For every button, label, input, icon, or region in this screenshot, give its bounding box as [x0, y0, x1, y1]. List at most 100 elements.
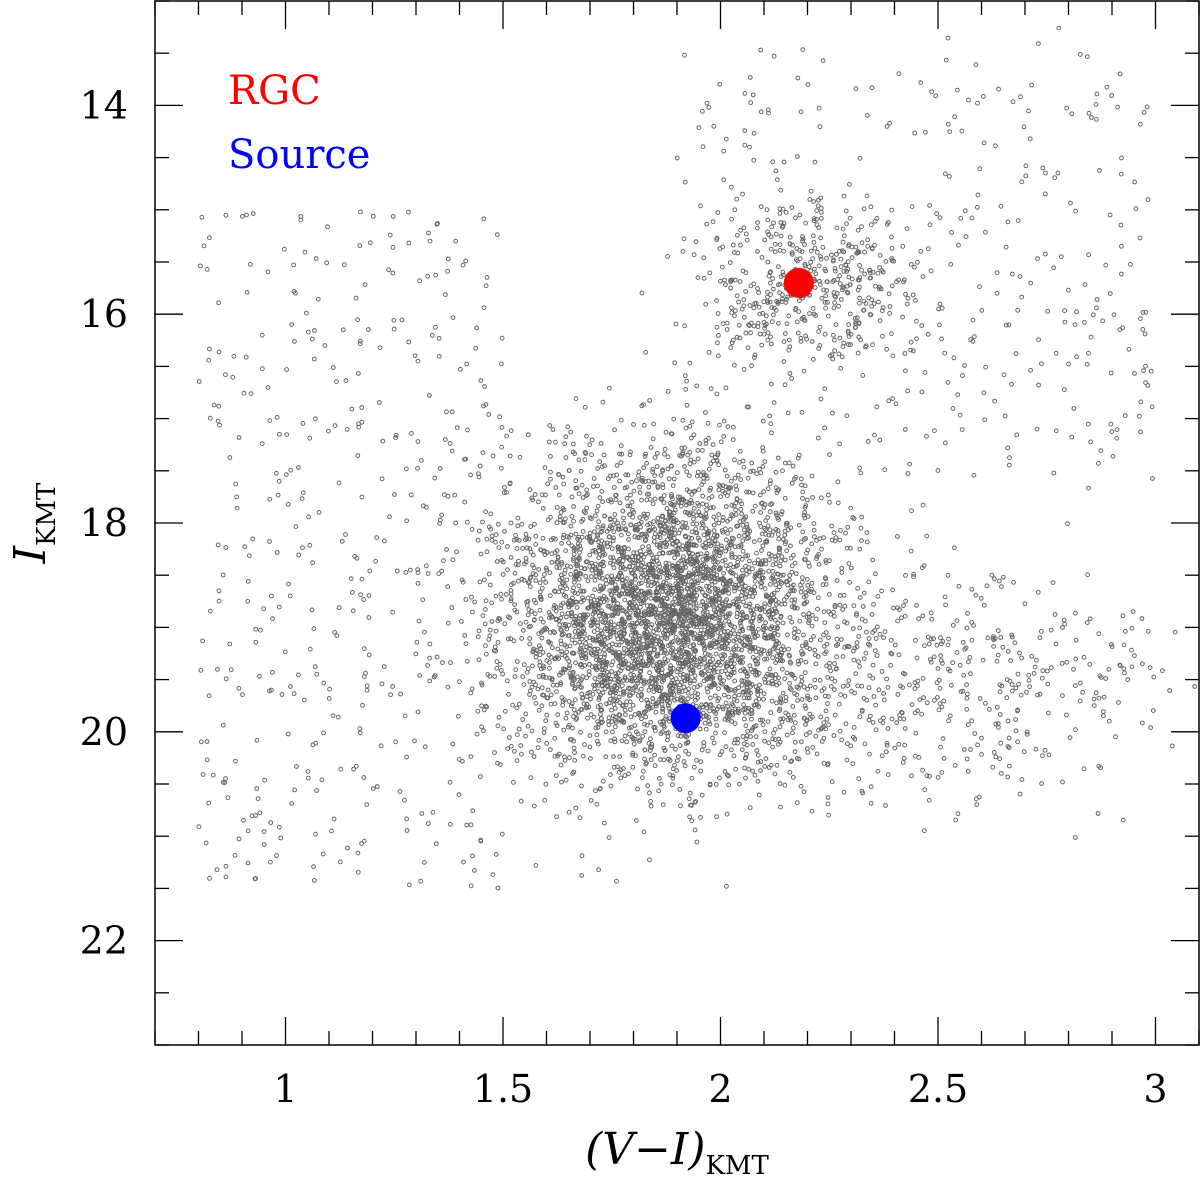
star-point — [744, 686, 750, 691]
star-point — [575, 561, 580, 567]
star-point — [904, 301, 910, 307]
star-point — [621, 627, 627, 633]
star-point — [656, 627, 662, 633]
star-point — [563, 594, 569, 599]
star-point — [747, 805, 753, 811]
star-point — [642, 756, 647, 762]
star-point — [1018, 94, 1023, 100]
star-point — [523, 531, 529, 537]
star-point — [937, 301, 943, 307]
star-point — [796, 661, 801, 667]
star-point — [536, 707, 542, 713]
star-point — [732, 588, 737, 594]
star-point — [877, 253, 883, 258]
star-point — [768, 616, 774, 622]
star-point — [665, 254, 670, 259]
star-point — [1074, 309, 1079, 315]
star-point — [1091, 312, 1096, 318]
star-point — [689, 694, 695, 699]
star-point — [784, 732, 790, 738]
star-point — [959, 427, 965, 433]
star-point — [752, 352, 758, 358]
star-point — [732, 250, 737, 255]
star-point — [576, 576, 582, 582]
star-point — [598, 529, 604, 535]
star-point — [832, 712, 838, 718]
star-point — [857, 263, 862, 268]
star-point — [657, 545, 663, 550]
star-point — [816, 727, 821, 733]
star-point — [806, 620, 811, 625]
star-point — [772, 249, 778, 255]
star-point — [561, 631, 566, 637]
star-point — [691, 764, 697, 770]
star-point — [550, 645, 555, 651]
star-point — [954, 650, 960, 655]
star-point — [749, 460, 755, 466]
star-point — [860, 604, 866, 609]
star-point — [716, 618, 722, 624]
star-point — [918, 80, 924, 85]
star-point — [762, 586, 768, 591]
star-point — [564, 710, 570, 716]
star-point — [517, 454, 523, 460]
star-point — [1001, 372, 1007, 378]
star-point — [880, 269, 886, 275]
star-point — [724, 663, 729, 669]
star-point — [853, 321, 858, 327]
star-point — [691, 642, 696, 647]
star-point — [709, 494, 715, 500]
star-point — [790, 463, 796, 469]
star-point — [592, 513, 598, 519]
star-point — [764, 656, 770, 662]
star-point — [728, 630, 734, 636]
star-point — [496, 521, 501, 527]
star-point — [626, 546, 631, 552]
star-point — [1051, 265, 1056, 271]
star-point — [562, 697, 567, 703]
star-point — [822, 331, 828, 337]
star-point — [669, 494, 674, 499]
star-point — [674, 669, 680, 675]
star-point — [667, 550, 673, 555]
star-point — [627, 512, 632, 517]
star-point — [623, 712, 628, 717]
star-point — [695, 691, 701, 697]
star-point — [581, 597, 586, 603]
star-point — [816, 329, 821, 335]
star-point — [740, 567, 745, 573]
star-point — [1028, 280, 1034, 286]
star-point — [912, 264, 917, 270]
star-point — [571, 518, 576, 524]
star-point — [621, 520, 627, 526]
star-point — [579, 783, 584, 789]
star-point — [748, 469, 753, 474]
star-point — [599, 464, 605, 470]
star-point — [768, 710, 774, 716]
star-point — [777, 211, 783, 216]
star-point — [539, 635, 545, 641]
star-point — [703, 593, 708, 598]
star-point — [627, 693, 632, 699]
star-point — [666, 476, 672, 482]
star-point — [720, 515, 726, 520]
star-point — [608, 626, 614, 631]
star-point — [608, 783, 614, 789]
star-point — [505, 567, 510, 573]
star-point — [667, 619, 673, 625]
star-point — [937, 322, 942, 328]
star-point — [670, 600, 676, 605]
star-point — [562, 667, 567, 672]
star-point — [745, 475, 751, 481]
star-point — [511, 780, 516, 785]
star-point — [515, 523, 521, 529]
star-point — [486, 412, 492, 417]
star-point — [797, 298, 802, 304]
star-point — [647, 670, 652, 676]
star-point — [440, 660, 445, 665]
star-point — [493, 628, 499, 634]
star-point — [678, 654, 684, 660]
star-point — [715, 698, 721, 704]
star-point — [981, 140, 987, 146]
star-point — [661, 493, 667, 499]
